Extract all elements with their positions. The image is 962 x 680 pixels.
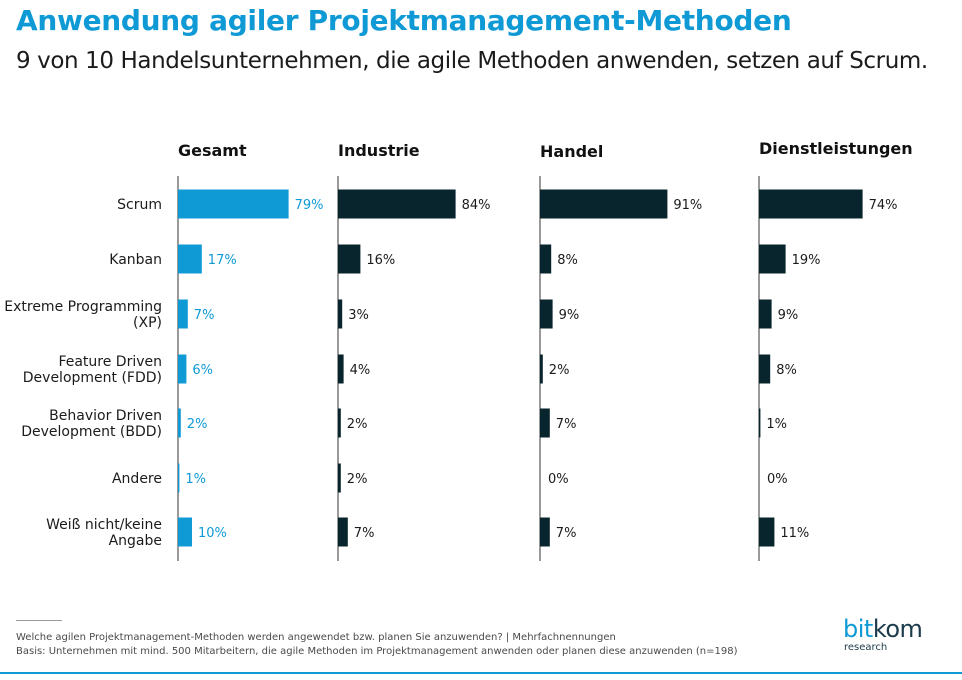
data-label: 91% — [673, 198, 702, 213]
category-label: Behavior Driven Development (BDD) — [21, 408, 162, 440]
data-label: 6% — [192, 363, 213, 378]
bar — [178, 463, 180, 493]
category-label: Kanban — [109, 252, 162, 268]
data-label: 74% — [869, 198, 898, 213]
data-label: 7% — [556, 417, 577, 432]
bar — [338, 354, 344, 384]
bitkom-research-logo: bitkom research — [843, 616, 953, 653]
bar-chart: Scrum Kanban Extreme Programming (XP) Featur… — [4, 139, 913, 561]
footer-divider — [16, 620, 62, 621]
bar — [338, 244, 361, 274]
bar — [178, 244, 202, 274]
data-label: 1% — [766, 417, 787, 432]
bar — [178, 408, 181, 438]
data-label: 17% — [208, 253, 237, 268]
data-label: 79% — [295, 198, 324, 213]
logo-wordmark-kom: kom — [872, 615, 923, 643]
bar — [759, 299, 772, 329]
bar — [178, 189, 289, 219]
bar — [540, 299, 553, 329]
bar — [540, 517, 550, 547]
logo-wordmark-bit: bit — [843, 615, 873, 643]
data-label: 7% — [194, 308, 215, 323]
bar — [338, 299, 343, 329]
bottom-accent-line — [0, 672, 962, 674]
category-label: Andere — [112, 471, 162, 487]
page-subtitle: 9 von 10 Handelsunternehmen, die agile M… — [16, 48, 928, 74]
footnote-basis: Basis: Unternehmen mit mind. 500 Mitarbe… — [16, 646, 738, 657]
data-label: 1% — [185, 472, 206, 487]
bar — [759, 189, 863, 219]
bar — [178, 354, 187, 384]
bar — [338, 189, 456, 219]
data-label: 16% — [366, 253, 395, 268]
bar — [540, 189, 668, 219]
data-label: 7% — [354, 526, 375, 541]
bar — [338, 517, 348, 547]
panel-header: Handel — [540, 142, 603, 161]
data-label: 2% — [347, 417, 368, 432]
footnote-question: Welche agilen Projektmanagement-Methoden… — [16, 632, 616, 643]
page-title: Anwendung agiler Projektmanagement-Metho… — [16, 4, 792, 37]
data-label: 4% — [350, 363, 371, 378]
bar — [178, 517, 192, 547]
data-label: 11% — [780, 526, 809, 541]
bar — [540, 244, 552, 274]
bar — [759, 354, 771, 384]
bar — [540, 354, 543, 384]
data-label: 2% — [187, 417, 208, 432]
data-label: 9% — [559, 308, 580, 323]
bar — [338, 463, 341, 493]
data-label: 0% — [767, 472, 788, 487]
data-label: 0% — [548, 472, 569, 487]
bar — [338, 408, 341, 438]
data-label: 19% — [792, 253, 821, 268]
data-label: 9% — [778, 308, 799, 323]
panel-header: Gesamt — [178, 141, 247, 160]
bar — [759, 244, 786, 274]
data-label: 2% — [347, 472, 368, 487]
bar — [759, 408, 761, 438]
panel-header: Industrie — [338, 141, 420, 160]
category-label: Scrum — [117, 197, 162, 213]
data-label: 8% — [557, 253, 578, 268]
bar — [540, 408, 550, 438]
data-label: 10% — [198, 526, 227, 541]
panel-header: Dienstleistungen — [759, 139, 913, 158]
data-label: 7% — [556, 526, 577, 541]
data-label: 3% — [348, 308, 369, 323]
data-label: 84% — [462, 198, 491, 213]
logo-wordmark: bitkom — [843, 616, 953, 642]
category-label: Weiß nicht/keine Angabe — [46, 517, 162, 549]
category-label: Extreme Programming (XP) — [4, 299, 162, 331]
data-label: 8% — [776, 363, 797, 378]
bar — [178, 299, 188, 329]
logo-subtitle: research — [844, 642, 888, 653]
category-label: Feature Driven Development (FDD) — [23, 354, 162, 386]
bar — [759, 517, 775, 547]
data-label: 2% — [549, 363, 570, 378]
